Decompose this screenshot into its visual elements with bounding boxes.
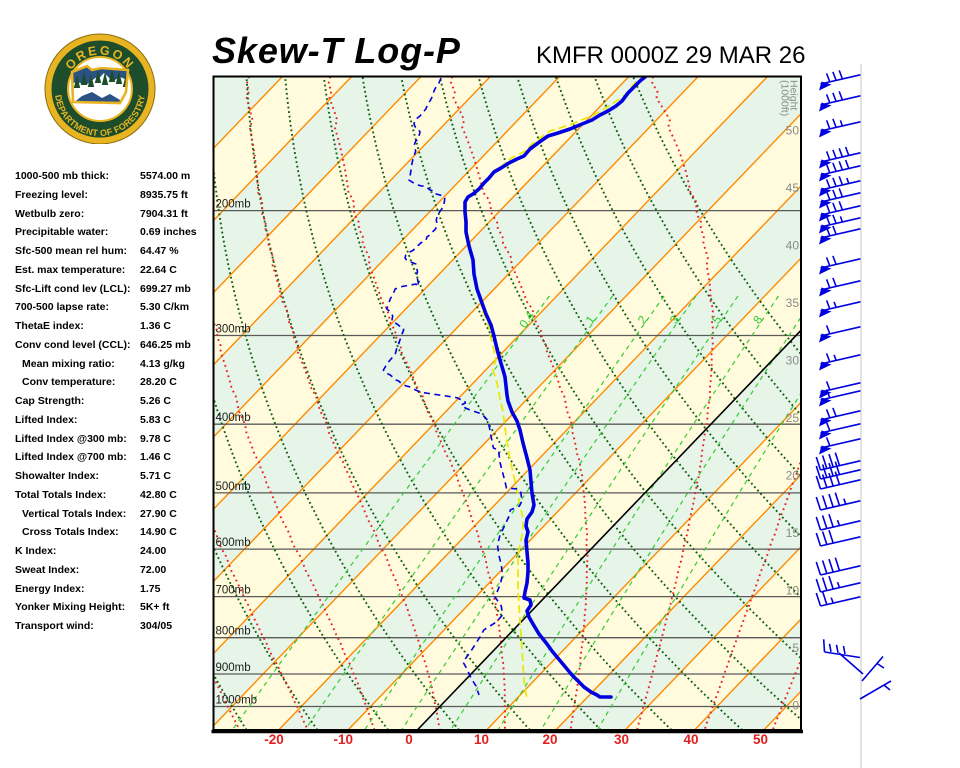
- svg-text:(1000ft): (1000ft): [779, 80, 791, 116]
- svg-text:1000mb: 1000mb: [216, 695, 258, 707]
- svg-text:20: 20: [786, 469, 800, 483]
- svg-text:20: 20: [542, 732, 557, 747]
- svg-text:10: 10: [786, 584, 800, 598]
- svg-text:400mb: 400mb: [216, 412, 251, 424]
- svg-text:10: 10: [474, 732, 489, 747]
- svg-text:300mb: 300mb: [216, 324, 251, 336]
- svg-text:600mb: 600mb: [216, 537, 251, 549]
- svg-text:700mb: 700mb: [216, 585, 251, 597]
- svg-text:-20: -20: [264, 732, 284, 747]
- svg-text:Height: Height: [788, 80, 800, 110]
- svg-text:25: 25: [786, 411, 800, 425]
- svg-text:40: 40: [786, 239, 800, 253]
- svg-text:30: 30: [786, 354, 800, 368]
- svg-text:-10: -10: [334, 732, 354, 747]
- svg-text:900mb: 900mb: [216, 662, 251, 674]
- svg-text:45: 45: [786, 181, 800, 195]
- svg-text:50: 50: [753, 732, 768, 747]
- svg-text:15: 15: [786, 526, 800, 540]
- svg-text:800mb: 800mb: [216, 626, 251, 638]
- svg-text:0: 0: [792, 699, 799, 713]
- svg-text:40: 40: [683, 732, 698, 747]
- svg-text:200mb: 200mb: [216, 199, 251, 211]
- svg-text:35: 35: [786, 296, 800, 310]
- svg-text:0: 0: [405, 732, 413, 747]
- svg-text:50: 50: [786, 124, 800, 138]
- svg-text:30: 30: [614, 732, 629, 747]
- svg-text:500mb: 500mb: [216, 481, 251, 493]
- svg-text:5: 5: [792, 641, 799, 655]
